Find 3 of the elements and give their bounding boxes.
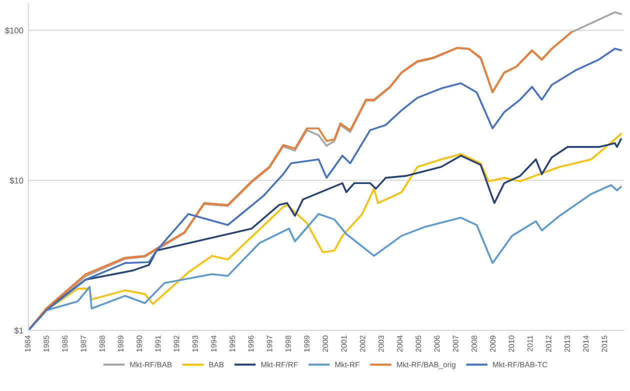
y-tick-label: $10	[10, 177, 24, 184]
y-tick-label: $100	[5, 27, 24, 34]
y-tick-label: $1	[14, 327, 24, 334]
